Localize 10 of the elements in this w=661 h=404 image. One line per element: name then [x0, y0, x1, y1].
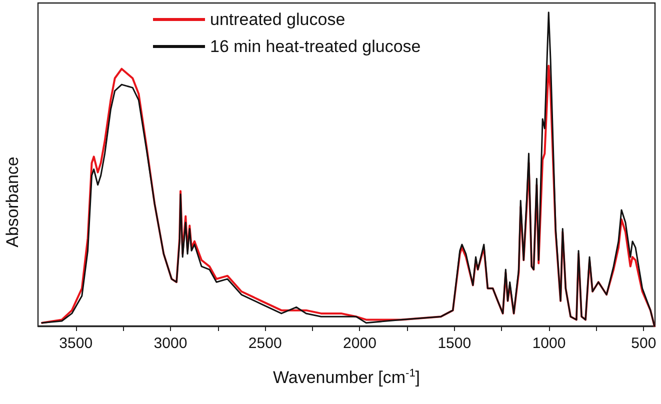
x-tick-label: 2000	[343, 335, 376, 352]
x-tick-label: 3500	[59, 335, 93, 352]
legend-label: untreated glucose	[210, 10, 346, 29]
x-tick-label: 500	[631, 335, 656, 352]
y-axis-title: Absorbance	[3, 156, 22, 248]
x-tick-label: 1000	[532, 335, 566, 352]
x-tick-label: 1500	[438, 335, 472, 352]
x-tick-label: 2500	[248, 335, 282, 352]
legend-label: 16 min heat-treated glucose	[210, 37, 421, 56]
x-tick-label: 3000	[154, 335, 188, 352]
